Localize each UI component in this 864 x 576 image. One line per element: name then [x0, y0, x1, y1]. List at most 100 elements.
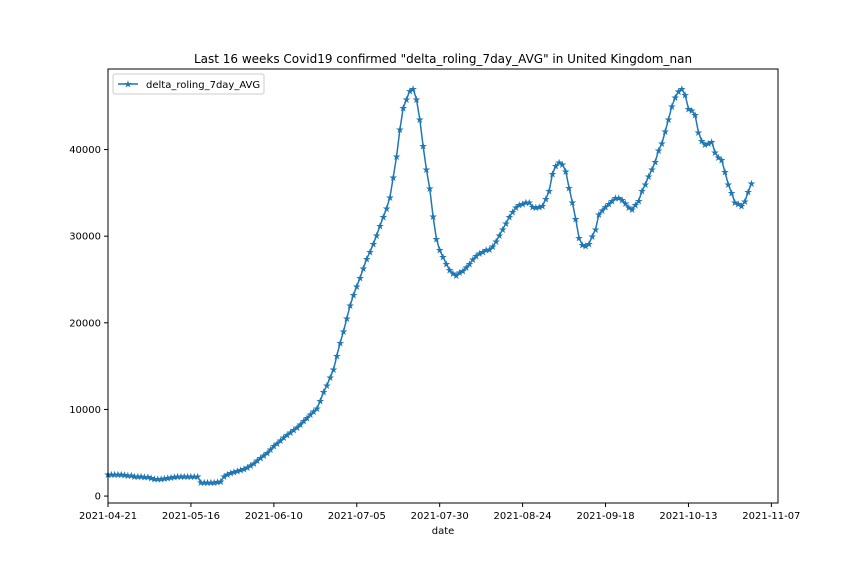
- data-point: ★: [558, 160, 567, 171]
- data-point: ★: [458, 266, 467, 277]
- data-point: ★: [611, 194, 620, 205]
- data-point: ★: [518, 200, 527, 211]
- data-point: ★: [584, 240, 593, 251]
- data-point: ★: [694, 128, 703, 139]
- data-point: ★: [259, 451, 268, 462]
- data-point: ★: [631, 201, 640, 212]
- data-point: ★: [123, 471, 132, 482]
- x-tick-label: 2021-09-18: [576, 511, 634, 522]
- data-point: ★: [555, 158, 564, 169]
- y-tick-label: 40000: [69, 145, 101, 156]
- data-point: ★: [296, 420, 305, 431]
- data-point: ★: [727, 188, 736, 199]
- data-point: ★: [601, 202, 610, 213]
- data-point: ★: [117, 470, 126, 481]
- data-point: ★: [651, 157, 660, 168]
- data-point: ★: [667, 102, 676, 113]
- data-point: ★: [286, 428, 295, 439]
- data-point: ★: [628, 205, 637, 216]
- x-tick-label: 2021-10-13: [659, 511, 717, 522]
- data-point: ★: [701, 140, 710, 151]
- data-point: ★: [372, 231, 381, 242]
- data-point: ★: [439, 253, 448, 264]
- data-point: ★: [432, 234, 441, 245]
- data-point: ★: [356, 273, 365, 284]
- data-point: ★: [395, 125, 404, 136]
- data-point: ★: [273, 439, 282, 450]
- data-point: ★: [604, 200, 613, 211]
- legend: ★ delta_roling_7day_AVG: [112, 73, 265, 95]
- data-point: ★: [581, 241, 590, 252]
- data-point: ★: [385, 193, 394, 204]
- x-tick-label: 2021-11-07: [742, 511, 800, 522]
- y-tick-label: 10000: [69, 405, 101, 416]
- data-point: ★: [206, 478, 215, 489]
- data-point: ★: [429, 212, 438, 223]
- data-point: ★: [681, 91, 690, 102]
- data-point: ★: [531, 203, 540, 214]
- data-point: ★: [362, 254, 371, 265]
- data-point: ★: [150, 474, 159, 485]
- data-point: ★: [568, 198, 577, 209]
- data-point: ★: [717, 156, 726, 167]
- data-point: ★: [352, 282, 361, 293]
- data-point: ★: [525, 198, 534, 209]
- data-point: ★: [210, 478, 219, 489]
- data-point: ★: [498, 225, 507, 236]
- data-point: ★: [153, 474, 162, 485]
- data-point: ★: [110, 470, 119, 481]
- data-point: ★: [246, 461, 255, 472]
- x-tick-label: 2021-04-21: [79, 511, 137, 522]
- data-point: ★: [638, 187, 647, 198]
- data-point: ★: [213, 477, 222, 488]
- data-point: ★: [326, 373, 335, 384]
- y-tick-label: 20000: [69, 318, 101, 329]
- data-point: ★: [143, 473, 152, 484]
- data-point: ★: [505, 213, 514, 224]
- data-point: ★: [455, 268, 464, 279]
- data-point: ★: [548, 169, 557, 180]
- data-point: ★: [508, 208, 517, 219]
- data-point: ★: [691, 111, 700, 122]
- data-point: ★: [342, 314, 351, 325]
- data-point: ★: [147, 473, 156, 484]
- data-point: ★: [575, 234, 584, 245]
- data-point: ★: [299, 416, 308, 427]
- data-point: ★: [399, 104, 408, 115]
- data-point: ★: [369, 240, 378, 251]
- data-point: ★: [120, 470, 129, 481]
- data-point: ★: [322, 381, 331, 392]
- data-point: ★: [478, 247, 487, 258]
- data-point: ★: [190, 472, 199, 483]
- data-point: ★: [203, 478, 212, 489]
- data-point: ★: [614, 194, 623, 205]
- data-point: ★: [176, 472, 185, 483]
- data-point: ★: [591, 225, 600, 236]
- series-line: [108, 88, 753, 484]
- data-point: ★: [389, 173, 398, 184]
- y-tick-label: 30000: [69, 232, 101, 243]
- data-point: ★: [309, 407, 318, 418]
- data-point: ★: [634, 196, 643, 207]
- legend-box: [112, 73, 265, 95]
- data-point: ★: [157, 474, 166, 485]
- plot-frame: [107, 68, 779, 504]
- data-point: ★: [674, 87, 683, 98]
- data-point: ★: [578, 240, 587, 251]
- data-point: ★: [588, 232, 597, 243]
- data-point: ★: [734, 200, 743, 211]
- data-point: ★: [249, 459, 258, 470]
- axes: 2021-04-21 2021-05-16 2021-06-10 2021-07-05…: [69, 68, 800, 522]
- data-point: ★: [594, 210, 603, 221]
- data-point: ★: [107, 470, 116, 481]
- data-point: ★: [541, 195, 550, 206]
- data-point: ★: [140, 473, 149, 484]
- data-point: ★: [511, 203, 520, 214]
- data-point: ★: [528, 202, 537, 213]
- data-point: ★: [412, 95, 421, 106]
- data-point: ★: [661, 127, 670, 138]
- data-point: ★: [409, 85, 418, 96]
- data-point: ★: [445, 266, 454, 277]
- data-point: ★: [565, 183, 574, 194]
